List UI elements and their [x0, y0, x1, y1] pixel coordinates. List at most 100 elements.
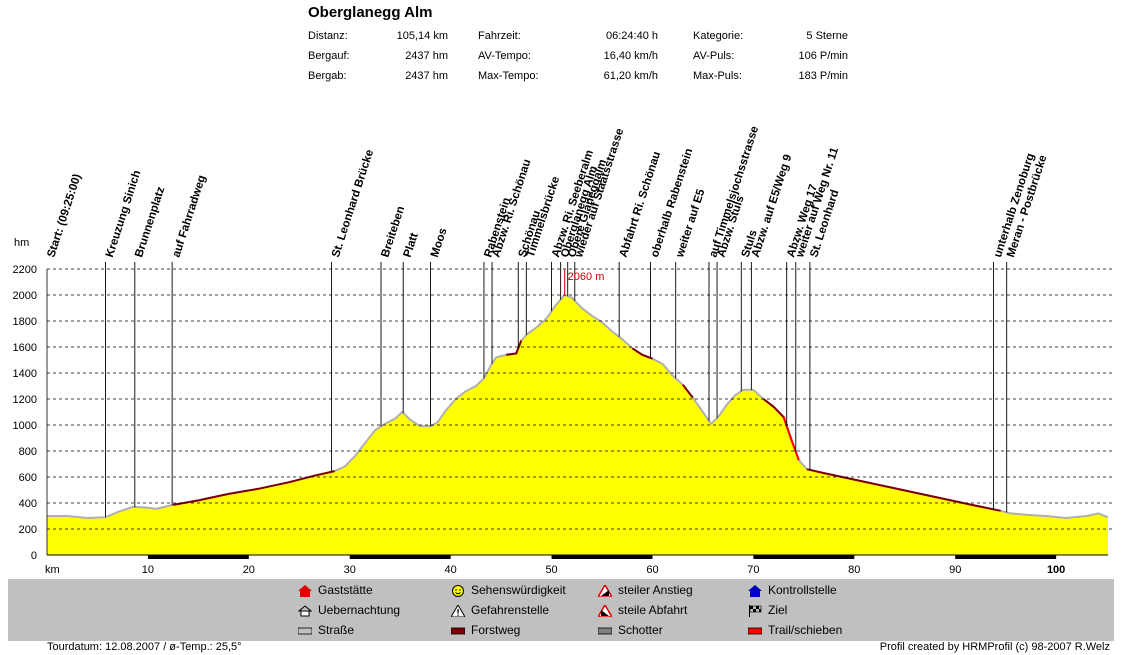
y-tick-label: 400 [19, 498, 37, 510]
waypoint-label: St. Leonhard Brücke [330, 148, 376, 259]
x-scale-bar [955, 555, 1057, 559]
waypoint-label: Start: (09:25:00) [45, 172, 83, 259]
y-tick-label: 1400 [13, 368, 37, 380]
legend-label: Kontrollstelle [768, 583, 837, 597]
legend-label: Gaststätte [318, 583, 373, 597]
waypoint-label: auf Fahrradweg [171, 174, 209, 259]
legend-label: Ziel [768, 603, 788, 617]
waypoint-label: Platt [402, 231, 421, 259]
tour-date-footer: Tourdatum: 12.08.2007 / ø-Temp.: 25,5° [47, 641, 242, 653]
x-axis-label: km [45, 564, 60, 576]
stat-label: Max-Tempo: [478, 70, 539, 82]
x-scale-bar [147, 555, 249, 559]
stat-label: Max-Puls: [693, 70, 742, 82]
stat-value: 2437 hm [405, 70, 448, 82]
forest-road-segment [506, 340, 523, 356]
legend-item: Forstweg [450, 623, 521, 637]
legend-item: Schotter [597, 623, 663, 637]
stat-value: 105,14 km [396, 30, 448, 42]
steep-descent-icon [596, 603, 614, 618]
y-tick-label: 600 [19, 472, 37, 484]
stat-value: 16,40 km/h [603, 50, 658, 62]
stat-label: Kategorie: [693, 30, 744, 42]
y-axis-label: hm [14, 237, 29, 249]
legend-label: steile Abfahrt [618, 603, 688, 617]
legend-item: Gaststätte [298, 583, 373, 597]
warning-icon [450, 603, 466, 618]
smiley-icon [451, 584, 465, 597]
y-tick-label: 2200 [13, 264, 37, 276]
forest-road-surface-icon [450, 625, 466, 637]
elevation-profile-chart: 0 200 400 600 800 1000 1200 1400 1600 1800 2000 220… [13, 125, 1112, 576]
forest-road-segment [631, 347, 653, 360]
stat-value: 183 P/min [798, 70, 848, 82]
lodging-icon [297, 605, 313, 617]
legend-item: steiler Anstieg [596, 583, 693, 598]
x-tick-label: 20 [243, 564, 255, 576]
y-tick-label: 0 [31, 550, 37, 562]
legend-label: steiler Anstieg [618, 583, 693, 597]
stat-value: 2437 hm [405, 50, 448, 62]
legend-item: Kontrollstelle [748, 583, 837, 597]
x-tick-label: 60 [646, 564, 658, 576]
forest-road-segment [806, 468, 1001, 512]
x-scale-bar [349, 555, 451, 559]
y-tick-label: 2000 [13, 290, 37, 302]
y-tick-label: 800 [19, 446, 37, 458]
stat-label: AV-Puls: [693, 50, 735, 62]
house-red-icon [298, 584, 312, 597]
forest-road-segment [172, 470, 335, 506]
waypoint-label: Abzw. auf E5/Weg 9 [750, 153, 795, 259]
trail-surface-icon [747, 625, 763, 637]
x-scale-bar [551, 555, 653, 559]
forest-road-segment [682, 384, 694, 399]
legend-item: Uebernachtung [297, 603, 401, 617]
stat-label: Distanz: [308, 30, 348, 42]
legend-label: Forstweg [471, 623, 521, 637]
stat-label: Fahrzeit: [478, 30, 521, 42]
x-tick-label: 70 [747, 564, 759, 576]
max-elevation-label: 2060 m [568, 271, 605, 283]
credits-footer: Profil created by HRMProfil (c) 98-2007 … [879, 641, 1110, 653]
legend-item: steile Abfahrt [596, 603, 688, 618]
gravel-surface-icon [597, 625, 613, 637]
legend-item: Gefahrenstelle [450, 603, 550, 618]
road-surface-icon [297, 625, 313, 637]
legend-label: Straße [318, 623, 355, 637]
steep-climb-icon [596, 583, 614, 598]
finish-flag-icon [748, 604, 762, 617]
legend-label: Trail/schieben [768, 623, 843, 637]
legend-item: Sehenswürdigkeit [451, 583, 566, 597]
legend-item: Trail/schieben [747, 623, 843, 637]
legend-panel: Gaststätte Uebernachtung Straße Sehenswürdi… [8, 579, 1114, 641]
legend-label: Schotter [618, 623, 663, 637]
stat-value: 5 Sterne [806, 30, 848, 42]
y-tick-label: 1200 [13, 394, 37, 406]
legend-item: Ziel [748, 603, 787, 617]
waypoint-label: Brunnenplatz [133, 185, 167, 259]
x-tick-label: 90 [949, 564, 961, 576]
x-tick-label: 50 [545, 564, 557, 576]
waypoint-label: Moos [429, 227, 450, 259]
x-tick-label: 10 [142, 564, 154, 576]
x-tick-label: 30 [344, 564, 356, 576]
legend-label: Sehenswürdigkeit [471, 583, 566, 597]
stat-value: 106 P/min [798, 50, 848, 62]
stat-label: AV-Tempo: [478, 50, 531, 62]
stat-label: Bergauf: [308, 50, 350, 62]
y-tick-label: 200 [19, 524, 37, 536]
y-tick-label: 1800 [13, 316, 37, 328]
stat-value: 06:24:40 h [606, 30, 658, 42]
stat-value: 61,20 km/h [603, 70, 658, 82]
x-tick-label: 100 [1047, 564, 1065, 576]
legend-label: Uebernachtung [318, 603, 401, 617]
stat-label: Bergab: [308, 70, 347, 82]
legend-item: Straße [297, 623, 355, 637]
legend-label: Gefahrenstelle [471, 603, 550, 617]
y-tick-label: 1600 [13, 342, 37, 354]
x-tick-label: 40 [445, 564, 457, 576]
x-tick-label: 80 [848, 564, 860, 576]
y-tick-label: 1000 [13, 420, 37, 432]
page-title: Oberglanegg Alm [308, 4, 433, 21]
checkpoint-icon [748, 584, 762, 597]
